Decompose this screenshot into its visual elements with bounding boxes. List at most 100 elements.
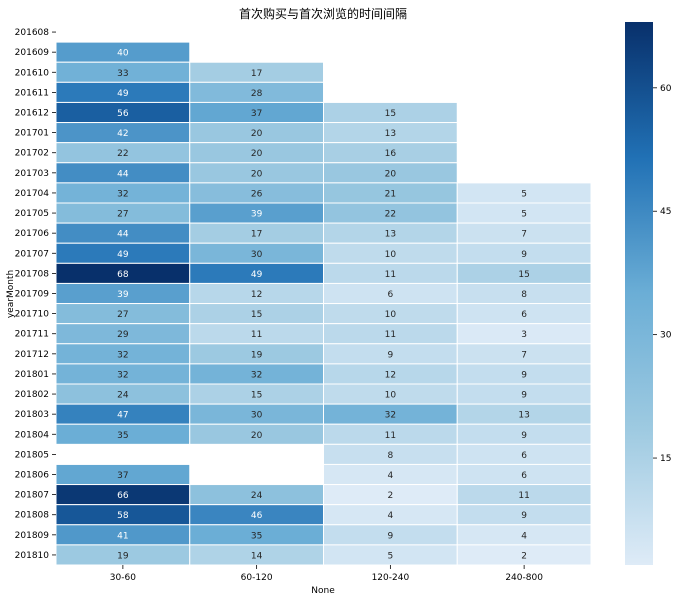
y-tick-label: 201809: [15, 531, 50, 541]
y-tick-label: 201611: [15, 88, 49, 98]
cell-value-label: 40: [117, 49, 129, 59]
y-tick-label: 201701: [15, 129, 49, 139]
cell-value-label: 32: [117, 370, 128, 380]
x-axis-label: None: [311, 586, 335, 596]
cell-value-label: 37: [117, 471, 128, 481]
y-tick-label: 201805: [15, 450, 49, 460]
cell-value-label: 28: [251, 89, 263, 99]
cell-value-label: 39: [251, 210, 263, 220]
cell-value-label: 13: [518, 411, 529, 421]
cell-value-label: 30: [251, 250, 263, 260]
cell-value-label: 9: [521, 511, 527, 521]
cell-value-label: 16: [385, 149, 397, 159]
y-tick-label: 201610: [15, 68, 50, 78]
y-tick-label: 201804: [15, 430, 50, 440]
x-tick-label: 120-240: [372, 573, 410, 583]
colorbar-tick-label: 30: [660, 331, 672, 341]
y-tick-label: 201802: [15, 390, 49, 400]
y-tick-label: 201709: [15, 290, 50, 300]
cell-value-label: 20: [251, 431, 263, 441]
cell-value-label: 14: [251, 551, 263, 561]
cell-value-label: 37: [251, 109, 262, 119]
cell-value-label: 49: [117, 89, 129, 99]
cell-value-label: 4: [388, 511, 394, 521]
cell-value-label: 4: [388, 471, 394, 481]
cell-value-label: 56: [117, 109, 129, 119]
cell-value-label: 6: [521, 471, 527, 481]
cell-value-label: 47: [117, 411, 128, 421]
cell-value-label: 6: [521, 451, 527, 461]
colorbar-tick-label: 60: [660, 84, 672, 94]
cell-value-label: 11: [385, 270, 396, 280]
cell-value-label: 3: [521, 330, 527, 340]
cell-value-label: 12: [385, 370, 396, 380]
cell-value-label: 17: [251, 69, 262, 79]
cell-value-label: 32: [251, 370, 262, 380]
cell-value-label: 46: [251, 511, 263, 521]
y-tick-label: 201708: [15, 269, 50, 279]
cell-value-label: 5: [521, 189, 527, 199]
cell-value-label: 4: [521, 531, 527, 541]
y-tick-label: 201703: [15, 169, 49, 179]
y-tick-label: 201801: [15, 370, 49, 380]
cell-value-label: 15: [518, 270, 529, 280]
colorbar-tick-label: 45: [660, 207, 671, 217]
cell-value-label: 11: [385, 431, 396, 441]
cell-value-label: 32: [117, 189, 128, 199]
cell-value-label: 35: [251, 531, 262, 541]
cell-value-label: 44: [117, 169, 129, 179]
cell-value-label: 42: [117, 129, 128, 139]
cell-value-label: 10: [385, 310, 397, 320]
y-tick-label: 201810: [15, 551, 50, 561]
cell-value-label: 58: [117, 511, 129, 521]
cell-value-label: 20: [251, 149, 263, 159]
y-axis-label: yearMonth: [6, 270, 16, 318]
cell-value-label: 20: [251, 169, 263, 179]
cell-value-label: 20: [385, 169, 397, 179]
cell-value-label: 49: [251, 270, 263, 280]
cell-value-label: 32: [385, 411, 396, 421]
y-tick-labels: 201608 201609 201610 201611 201612 201701 2017…: [15, 28, 56, 561]
chart-title: 首次购买与首次浏览的时间间隔: [239, 6, 407, 21]
cell-value-label: 27: [117, 310, 128, 320]
cell-value-label: 30: [251, 411, 263, 421]
cell-value-label: 15: [251, 391, 262, 401]
cell-value-label: 15: [385, 109, 396, 119]
cell-value-label: 2: [388, 491, 394, 501]
cell-value-label: 19: [117, 551, 129, 561]
cell-value-label: 21: [385, 189, 396, 199]
cell-value-label: 24: [117, 391, 129, 401]
cell-value-label: 22: [117, 149, 128, 159]
cell-value-label: 9: [521, 250, 527, 260]
y-tick-label: 201707: [15, 249, 49, 259]
y-tick-label: 201711: [15, 330, 49, 340]
cell-value-label: 9: [388, 350, 394, 360]
cell-value-label: 49: [117, 250, 129, 260]
cell-value-label: 11: [385, 330, 396, 340]
cell-value-label: 10: [385, 250, 397, 260]
y-tick-label: 201710: [15, 310, 50, 320]
colorbar-ticks: 15 30 45 60: [653, 84, 672, 464]
cell-value-label: 13: [385, 129, 396, 139]
y-tick-label: 201712: [15, 350, 49, 360]
colorbar: [625, 22, 653, 565]
cell-value-label: 9: [388, 531, 394, 541]
cell-value-label: 29: [117, 330, 129, 340]
cell-value-label: 44: [117, 230, 129, 240]
cell-value-label: 15: [251, 310, 262, 320]
cell-value-label: 19: [251, 350, 263, 360]
y-tick-label: 201807: [15, 491, 49, 501]
y-tick-label: 201808: [15, 511, 50, 521]
cell-value-label: 2: [521, 551, 527, 561]
y-tick-label: 201705: [15, 209, 49, 219]
cell-value-label: 8: [521, 290, 527, 300]
y-tick-label: 201612: [15, 109, 49, 119]
x-tick-labels: 30-60 60-120 120-240 240-800: [110, 565, 543, 583]
cell-value-label: 27: [117, 210, 128, 220]
colorbar-tick-label: 15: [660, 454, 671, 464]
cell-value-label: 9: [521, 391, 527, 401]
cell-value-label: 68: [117, 270, 129, 280]
cell-value-label: 12: [251, 290, 262, 300]
x-tick-label: 60-120: [241, 573, 273, 583]
